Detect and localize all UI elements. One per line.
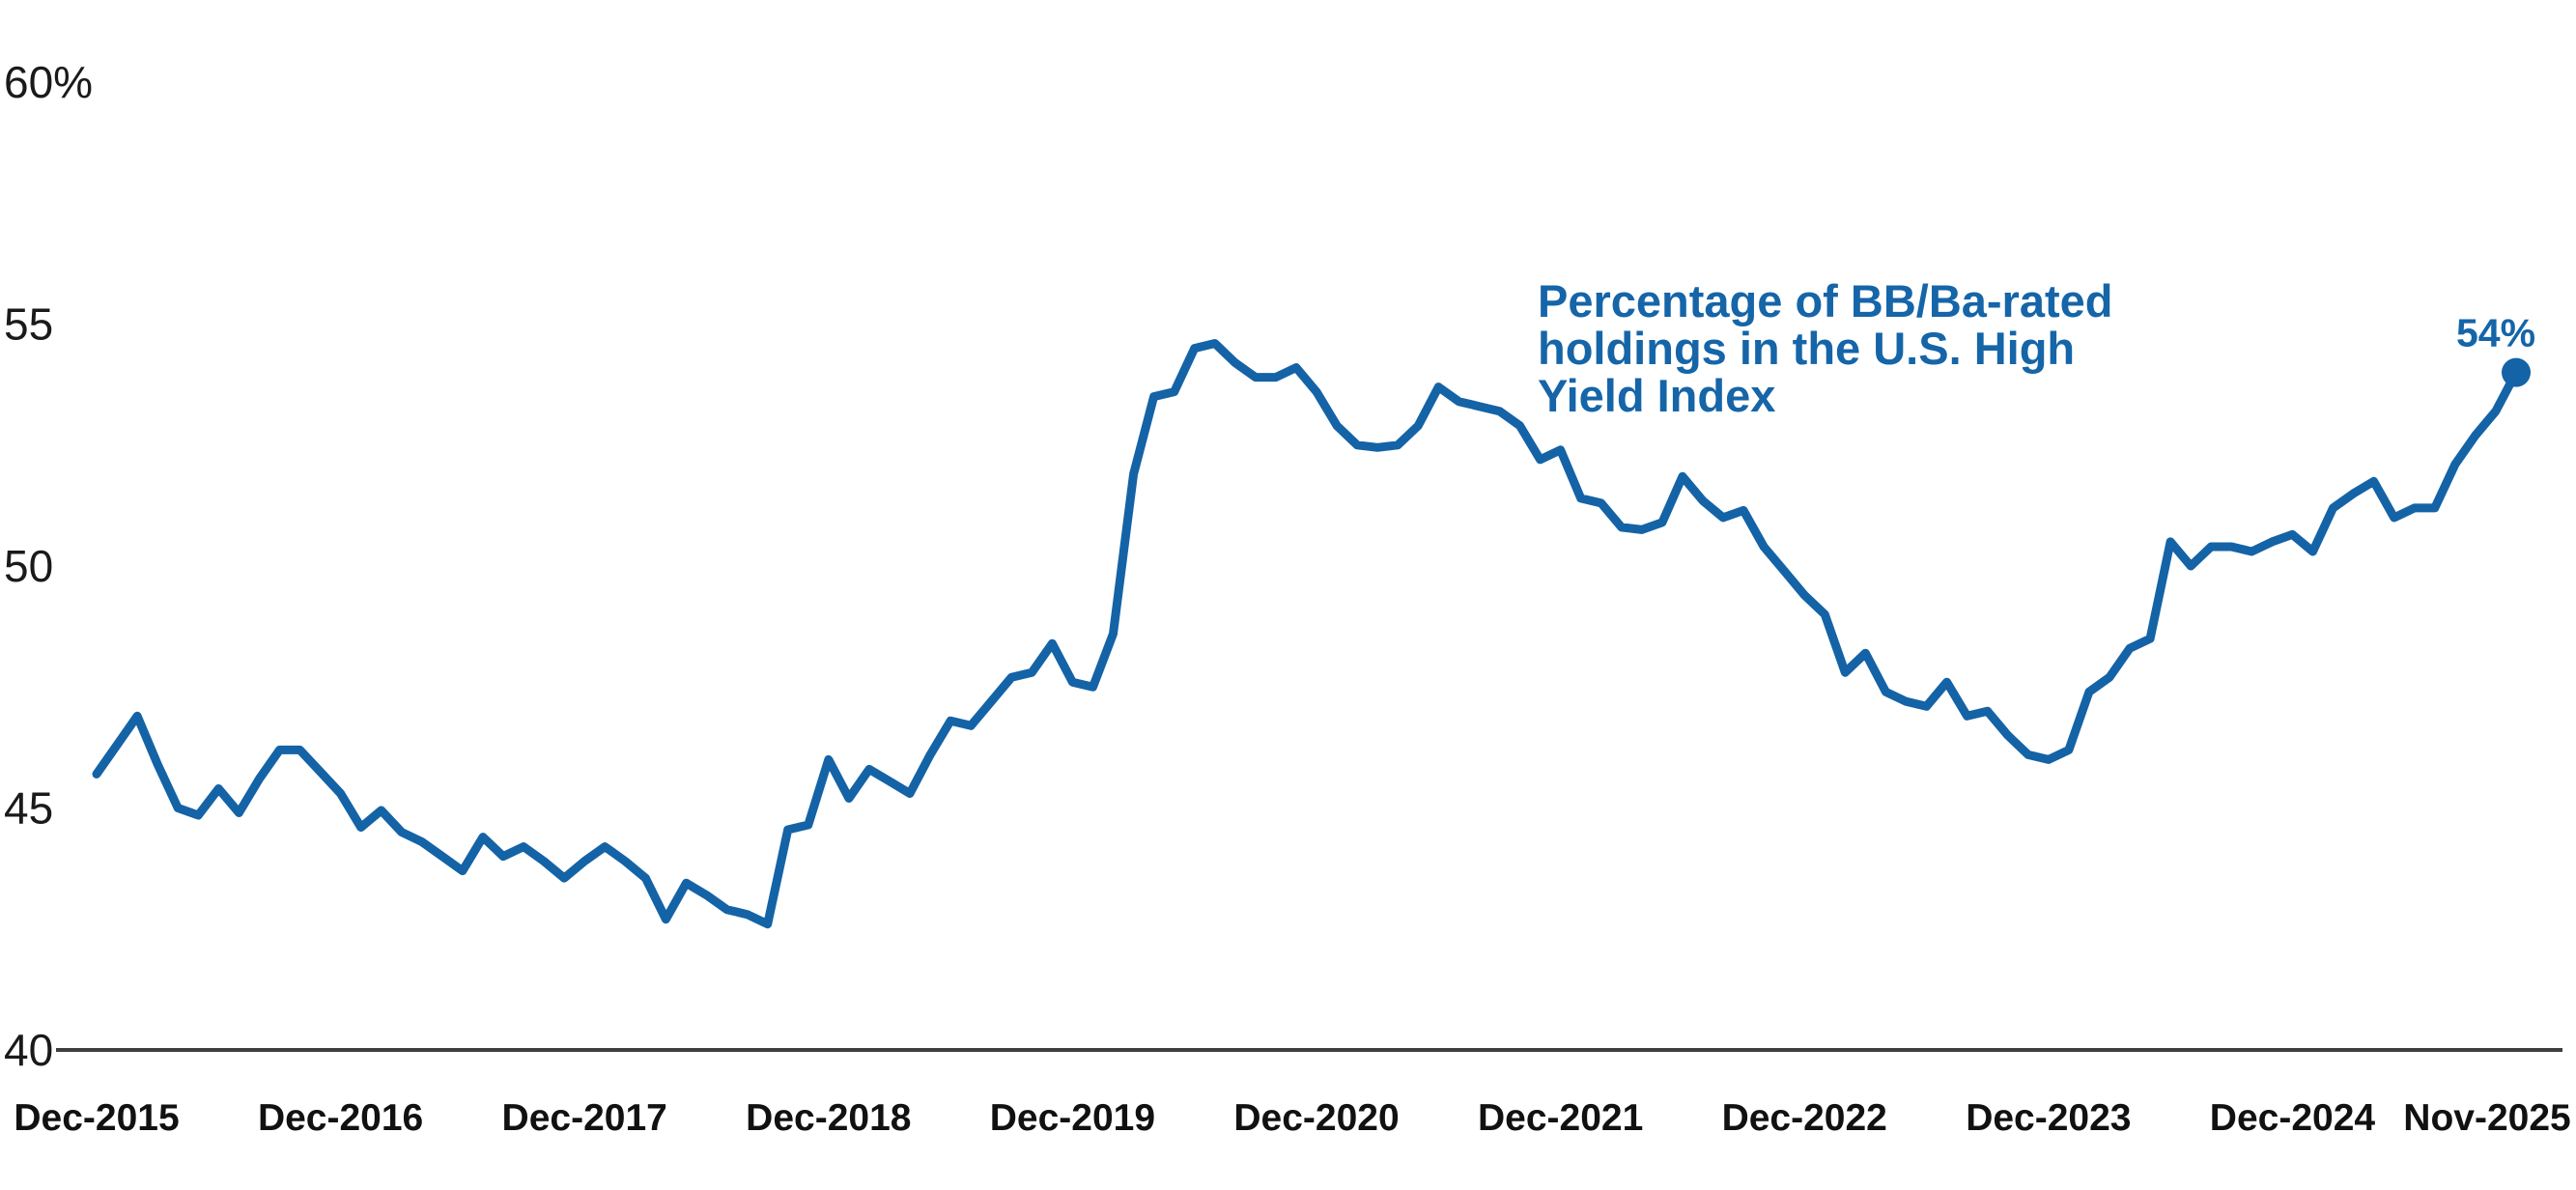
- end-point-marker: [2502, 357, 2531, 387]
- x-tick-label-nov-2025: Nov-2025: [2403, 1097, 2570, 1139]
- x-tick-label-dec-2018: Dec-2018: [746, 1097, 911, 1139]
- x-tick-label-dec-2015: Dec-2015: [14, 1097, 179, 1139]
- y-tick-label-50: 50: [4, 541, 53, 591]
- y-tick-label-45: 45: [4, 783, 53, 834]
- x-tick-label-dec-2020: Dec-2020: [1233, 1097, 1399, 1139]
- x-tick-label-dec-2016: Dec-2016: [258, 1097, 423, 1139]
- end-point-label: 54%: [2456, 311, 2535, 355]
- x-tick-label-dec-2022: Dec-2022: [1722, 1097, 1887, 1139]
- chart-annotation: Percentage of BB/Ba-rated holdings in th…: [1538, 275, 2113, 421]
- annotation-line-2: holdings in the U.S. High: [1538, 323, 2075, 374]
- x-tick-label-dec-2023: Dec-2023: [1966, 1097, 2131, 1139]
- annotation-line-1: Percentage of BB/Ba-rated: [1538, 275, 2113, 326]
- y-tick-label-60: 60%: [4, 57, 93, 107]
- y-tick-label-40: 40: [4, 1025, 53, 1075]
- series-line: [92, 339, 2521, 929]
- annotation-line-3: Yield Index: [1538, 370, 1775, 421]
- y-tick-label-55: 55: [4, 299, 53, 350]
- x-tick-label-dec-2017: Dec-2017: [502, 1097, 667, 1139]
- x-tick-label-dec-2024: Dec-2024: [2210, 1097, 2376, 1139]
- x-tick-label-dec-2019: Dec-2019: [990, 1097, 1155, 1139]
- x-tick-label-dec-2021: Dec-2021: [1478, 1097, 1643, 1139]
- x-axis-labels: Dec-2015 Dec-2016 Dec-2017 Dec-2018 Dec-2019…: [14, 1097, 2570, 1139]
- y-axis-labels: 60% 55 50 45 40: [4, 57, 93, 1075]
